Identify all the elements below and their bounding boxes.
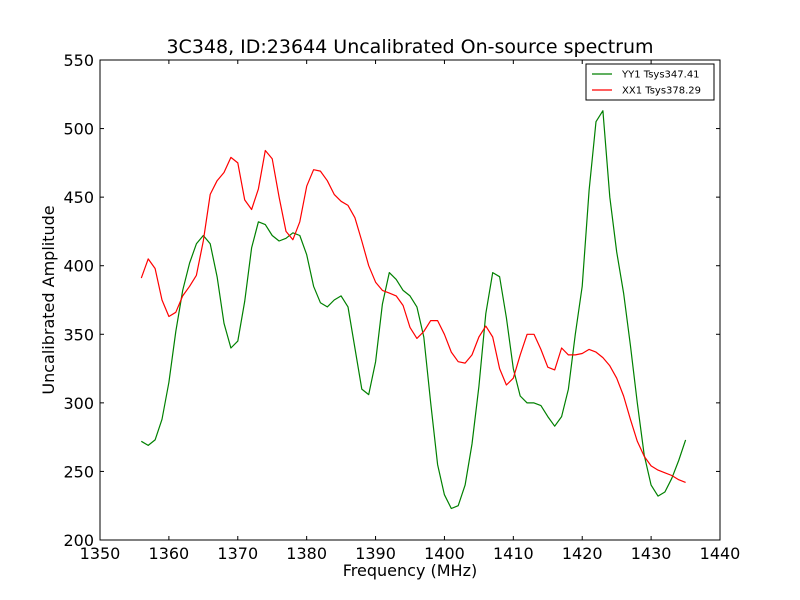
- y-tick-label: 250: [63, 462, 94, 481]
- y-tick-label: 400: [63, 257, 94, 276]
- x-tick-label: 1390: [355, 544, 396, 563]
- chart-title: 3C348, ID:23644 Uncalibrated On-source s…: [166, 36, 653, 58]
- x-tick-label: 1430: [631, 544, 672, 563]
- x-tick-label: 1380: [286, 544, 327, 563]
- x-tick-label: 1440: [700, 544, 741, 563]
- y-axis-label: Uncalibrated Amplitude: [39, 205, 58, 394]
- legend-box: [585, 63, 715, 101]
- plot-area: [100, 60, 720, 540]
- series-layer: [140, 110, 687, 510]
- y-tick-label: 200: [63, 531, 94, 550]
- tick-layer: 1350 1360 1370 1380 1390 1400 1410 1420 1430 1440…: [63, 51, 740, 563]
- x-tick-label: 1420: [562, 544, 603, 563]
- legend-label-1: YY1 Tsys347.41: [621, 70, 700, 81]
- legend: YY1 Tsys347.41 XX1 Tsys378.29: [585, 63, 715, 101]
- y-tick-label: 350: [63, 325, 94, 344]
- plot-background: [100, 60, 720, 540]
- x-tick-label: 1400: [424, 544, 465, 563]
- legend-label-2: XX1 Tsys378.29: [622, 86, 701, 97]
- x-tick-label: 1370: [217, 544, 258, 563]
- x-tick-label: 1360: [149, 544, 190, 563]
- x-tick-label: 1350: [80, 544, 121, 563]
- plot-frame: [99, 59, 721, 541]
- series-line-2: [140, 149, 686, 483]
- y-tick-label: 300: [63, 394, 94, 413]
- y-tick-label: 500: [63, 120, 94, 139]
- x-tick-label: 1410: [493, 544, 534, 563]
- y-tick-label: 550: [63, 51, 94, 70]
- y-tick-label: 450: [63, 188, 94, 207]
- x-axis-label: Frequency (MHz): [343, 561, 477, 580]
- series-line-1: [140, 110, 687, 510]
